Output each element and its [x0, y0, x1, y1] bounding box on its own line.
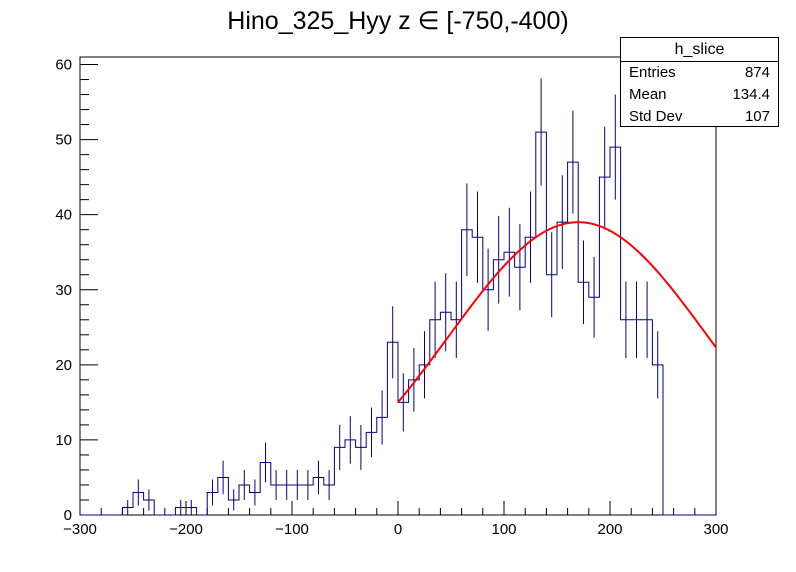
stats-box-name: h_slice [621, 38, 778, 62]
chart-title: Hino_325_Hyy z ∈ [-750,-400) [227, 7, 569, 35]
stats-row-entries: Entries 874 [621, 62, 778, 84]
stats-row-mean: Mean 134.4 [621, 84, 778, 106]
stats-label: Std Dev [629, 108, 683, 125]
y-tick-label: 0 [64, 507, 72, 524]
stats-box: h_slice Entries 874 Mean 134.4 Std Dev 1… [620, 37, 779, 127]
stats-value: 134.4 [732, 86, 770, 103]
x-tick-label: 0 [394, 521, 402, 538]
x-axis: −300 −200 −100 0 100 200 300 [63, 501, 729, 538]
x-tick-label: 300 [703, 521, 728, 538]
stats-value: 874 [744, 64, 770, 81]
y-tick-label: 20 [55, 357, 72, 374]
stats-value: 107 [744, 108, 770, 125]
y-tick-label: 40 [55, 207, 72, 224]
x-tick-label: −200 [169, 521, 203, 538]
y-tick-label: 60 [55, 57, 72, 74]
y-tick-label: 50 [55, 132, 72, 149]
y-tick-label: 30 [55, 282, 72, 299]
stats-label: Entries [629, 64, 676, 81]
stats-label: Mean [629, 86, 667, 103]
x-tick-label: 200 [597, 521, 622, 538]
x-tick-label: −300 [63, 521, 97, 538]
y-axis: 0 10 20 30 40 50 60 [55, 57, 98, 524]
fit-curve [397, 221, 717, 403]
histogram-outline [80, 131, 716, 516]
x-tick-label: −100 [275, 521, 309, 538]
error-bars [127, 78, 659, 515]
y-tick-label: 10 [55, 432, 72, 449]
x-tick-label: 100 [491, 521, 516, 538]
stats-row-stddev: Std Dev 107 [621, 106, 778, 128]
